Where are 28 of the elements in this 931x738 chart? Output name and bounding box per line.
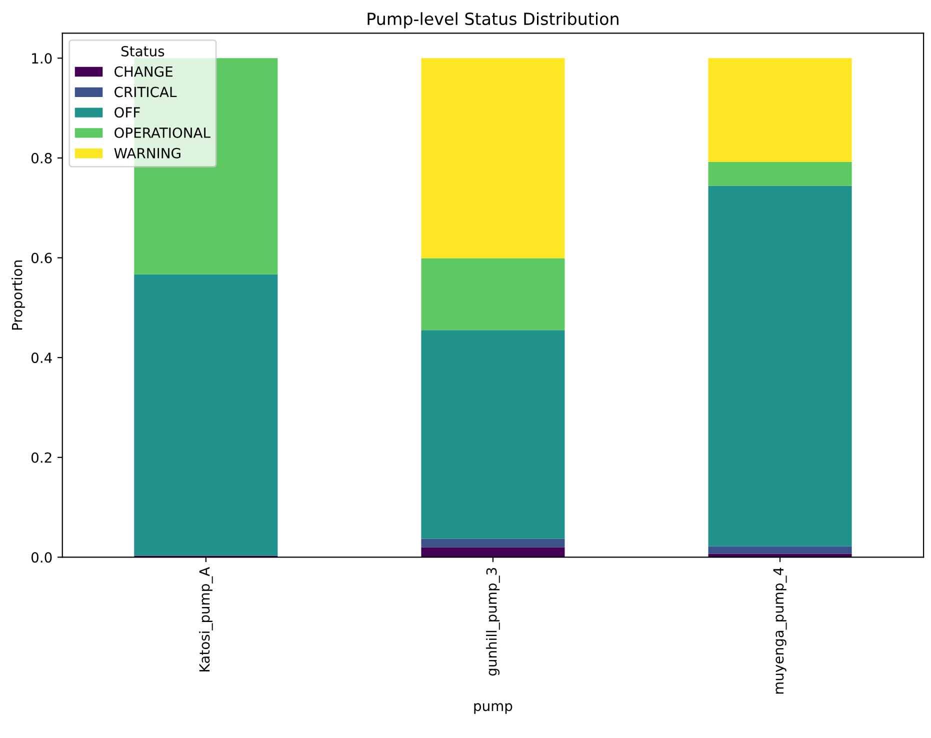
- bar: [708, 546, 852, 554]
- y-tick-label: 1.0: [32, 53, 52, 64]
- bar: [421, 330, 565, 539]
- y-axis-title: Proportion: [12, 260, 26, 330]
- legend-title: Status: [121, 46, 164, 56]
- y-tick-label: 0.0: [31, 552, 52, 563]
- legend-label: CRITICAL: [114, 86, 177, 98]
- bar: [421, 538, 565, 548]
- x-tick-label: muyenga_pump_4: [773, 568, 787, 694]
- bar: [708, 186, 852, 546]
- legend-label: WARNING: [114, 148, 180, 158]
- legend-label: OFF: [114, 107, 140, 118]
- x-tick-label: Katosi_pump_A: [198, 567, 213, 672]
- y-tick-label: 0.4: [31, 352, 52, 364]
- legend-label: CHANGE: [114, 66, 172, 77]
- chart-title: Pump-level Status Distribution: [368, 12, 618, 28]
- bar: [708, 162, 852, 186]
- y-tick-label: 0.2: [31, 452, 52, 463]
- bar: [421, 58, 565, 258]
- bar: [134, 274, 278, 556]
- x-tick-label: gunhill_pump_3: [486, 568, 500, 676]
- bar: [421, 258, 565, 330]
- y-tick-label: 0.8: [31, 152, 52, 164]
- bar: [421, 547, 565, 558]
- y-tick-label: 0.6: [31, 252, 52, 264]
- bar: [708, 58, 852, 162]
- legend-label: OPERATIONAL: [114, 128, 210, 138]
- x-axis-title: pump: [474, 703, 512, 714]
